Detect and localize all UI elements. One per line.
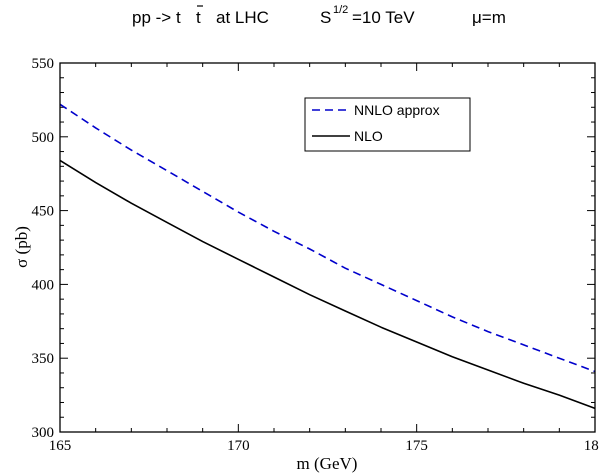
x-axis-label: m (GeV) bbox=[297, 454, 358, 473]
y-tick-label: 450 bbox=[32, 204, 55, 220]
x-tick-label: 165 bbox=[49, 438, 72, 454]
chart-title: pp -> t t at LHC S 1/2 =10 TeV μ=m bbox=[132, 4, 506, 27]
title-scale: μ=m bbox=[472, 8, 506, 27]
legend-box bbox=[304, 97, 471, 152]
series-line-nnlo-approx bbox=[59, 103, 596, 373]
y-tick-label: 350 bbox=[32, 351, 55, 367]
series-line-nlo bbox=[59, 159, 596, 410]
title-energy-exponent: 1/2 bbox=[333, 4, 348, 16]
y-tick-label: 400 bbox=[32, 277, 55, 293]
legend-label-nlo: NLO bbox=[354, 128, 383, 144]
tick-labels: 165 170 175 180 300 350 400 450 500 550 bbox=[32, 56, 599, 454]
x-tick-label: 175 bbox=[405, 438, 428, 454]
y-axis-label: σ (pb) bbox=[12, 226, 31, 268]
title-tbar: t bbox=[196, 8, 201, 27]
series-lines bbox=[59, 103, 596, 410]
title-energy-base: S bbox=[320, 8, 331, 27]
y-tick-label: 300 bbox=[32, 425, 55, 441]
y-tick-label: 500 bbox=[32, 130, 55, 146]
title-collider: at LHC bbox=[216, 8, 269, 27]
x-tick-label: 170 bbox=[227, 438, 250, 454]
y-tick-label: 550 bbox=[32, 56, 55, 72]
legend-label-nnlo: NNLO approx bbox=[354, 102, 440, 118]
title-process: pp -> t bbox=[132, 8, 181, 27]
x-tick-label: 180 bbox=[584, 438, 599, 454]
plot-frame bbox=[59, 62, 596, 433]
title-energy-value: =10 TeV bbox=[352, 8, 415, 27]
legend: NNLO approx NLO bbox=[304, 97, 471, 152]
